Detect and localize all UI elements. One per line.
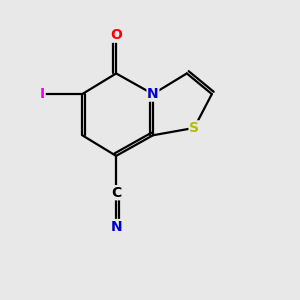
Text: O: O xyxy=(110,28,122,42)
Text: I: I xyxy=(40,87,45,101)
Text: S: S xyxy=(189,121,199,135)
Text: C: C xyxy=(111,186,121,200)
Text: N: N xyxy=(147,87,159,101)
Text: N: N xyxy=(110,220,122,234)
